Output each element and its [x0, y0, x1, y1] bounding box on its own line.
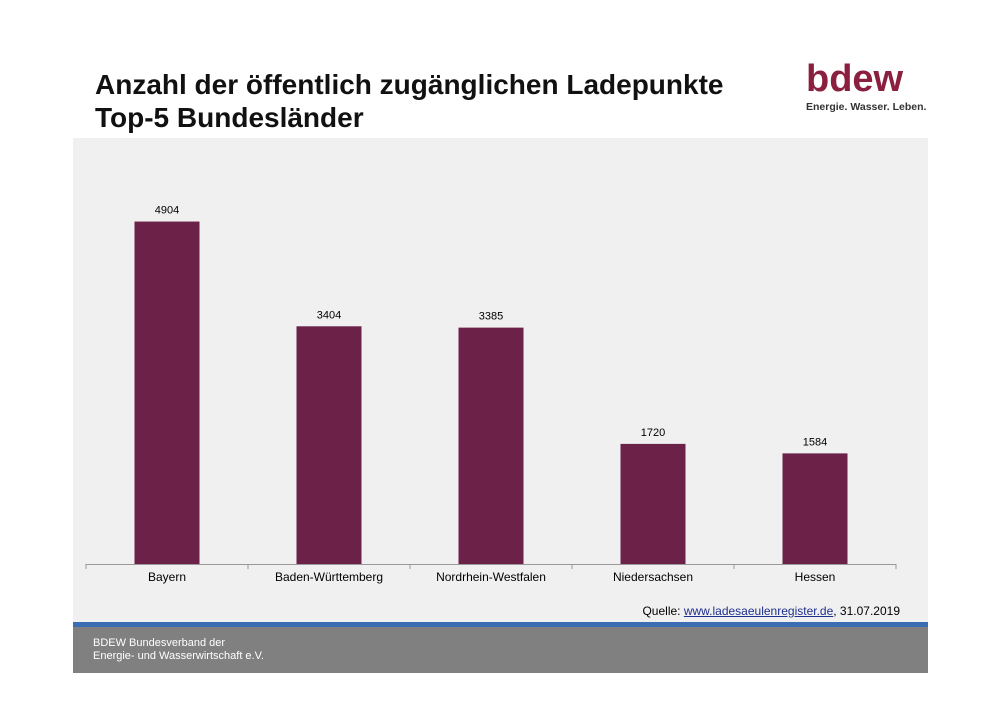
bar-chart: 4904 Bayern 3404 Baden-Württemberg 3385 Nordr…: [85, 205, 897, 584]
source-note: Quelle: www.ladesaeulenregister.de, 31.0…: [642, 604, 900, 618]
x-tick-label: Bayern: [148, 570, 186, 584]
source-link[interactable]: www.ladesaeulenregister.de: [683, 604, 834, 618]
footer-line-1: BDEW Bundesverband der: [93, 637, 226, 649]
data-label: 3385: [479, 311, 503, 323]
title-line-1: Anzahl der öffentlich zugänglichen Ladep…: [95, 69, 724, 100]
data-label: 1584: [803, 436, 827, 448]
footer: BDEW Bundesverband der Energie- und Wass…: [73, 627, 928, 673]
x-tick-label: Baden-Württemberg: [275, 570, 383, 584]
bar-hessen: [782, 453, 848, 564]
bdew-logo: bdew Energie. Wasser. Leben.: [806, 58, 927, 113]
title-line-2: Top-5 Bundesländer: [95, 102, 364, 133]
x-tick-label: Nordrhein-Westfalen: [436, 570, 546, 584]
bar-bayern: [134, 221, 200, 564]
chart-title: Anzahl der öffentlich zugänglichen Ladep…: [95, 68, 723, 134]
x-tick-label: Niedersachsen: [613, 570, 693, 584]
bar-niedersachsen: [620, 443, 686, 564]
footer-line-2: Energie- und Wasserwirtschaft e.V.: [93, 650, 264, 662]
data-label: 4904: [155, 205, 179, 217]
bar-nordrhein-westfalen: [458, 327, 524, 564]
footer-accent-line: [73, 622, 928, 627]
footer-text: BDEW Bundesverband der Energie- und Wass…: [93, 637, 264, 663]
source-prefix: Quelle:: [642, 604, 684, 618]
data-label: 1720: [641, 427, 665, 439]
bar-baden-w-rttemberg: [296, 326, 362, 564]
chart-area: 4904 Bayern 3404 Baden-Württemberg 3385 Nordr…: [73, 138, 928, 622]
source-date: , 31.07.2019: [833, 604, 900, 618]
x-tick-label: Hessen: [795, 570, 836, 584]
logo-slogan: Energie. Wasser. Leben.: [806, 101, 927, 113]
logo-wordmark: bdew: [806, 58, 904, 100]
data-label: 3404: [317, 309, 341, 321]
